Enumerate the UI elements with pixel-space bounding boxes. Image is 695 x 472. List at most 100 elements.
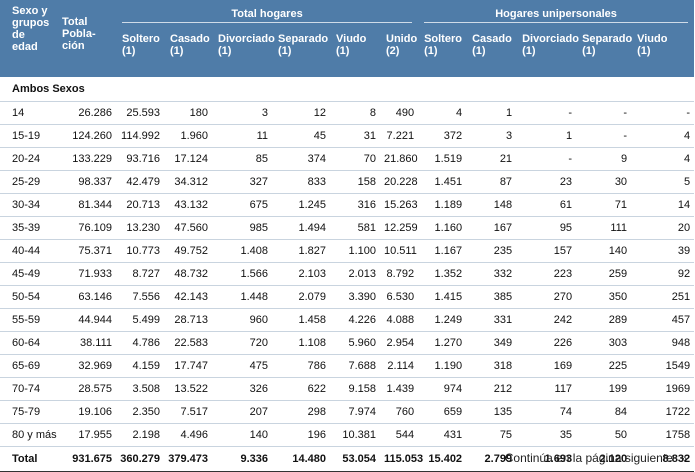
table-cell: 379.473 [164,446,212,472]
table-cell: 1.519 [418,147,467,171]
table-cell: 7.517 [164,400,212,424]
table-cell: 1.245 [272,193,330,217]
header-group-total-hogares: Total hogares [116,0,419,25]
table-cell: 2.350 [116,400,164,424]
table-cell: 1.160 [418,216,467,240]
table-cell: 44.944 [56,308,116,332]
table-cell: 111 [576,216,632,240]
table-cell: 259 [576,262,632,286]
double-chevron-right-icon: » [680,453,687,465]
table-cell: 1.451 [418,170,467,194]
table-cell: 4.496 [164,423,212,447]
table-cell: 93.716 [116,147,164,171]
row-label: 50-54 [0,285,56,309]
table-cell: 12.259 [380,216,419,240]
table-cell: 169 [516,354,577,378]
table-cell: 475 [212,354,272,378]
table-cell: 1969 [631,377,695,401]
col-header-name: Casado [170,33,210,45]
col-header-note: (1) [170,45,184,57]
table-cell: 622 [272,377,330,401]
table-cell: 372 [418,124,467,148]
table-cell: 1.270 [418,331,467,355]
row-label: 30-34 [0,193,56,217]
table-cell: 225 [576,354,632,378]
table-cell: 1.108 [272,331,330,355]
table-cell: 2.114 [380,354,419,378]
group-underline-unipersonales [424,22,689,23]
table-cell: 2.013 [330,262,380,286]
table-cell: 22.583 [164,331,212,355]
table-cell: 15.402 [418,446,467,472]
table-cell: 7.221 [380,124,419,148]
table-cell: 21 [466,147,517,171]
table-cell: - [576,101,632,125]
table-cell: 318 [466,354,517,378]
table-cell: 28.713 [164,308,212,332]
table-cell: 98.337 [56,170,116,194]
table-cell: 17.747 [164,354,212,378]
table-row: 25-29 98.337 42.479 34.312 327 833 158 20.228 1.… [0,170,695,194]
table-cell: 1.960 [164,124,212,148]
table-row: 75-79 19.106 2.350 7.517 207 298 7.974 760 659 13… [0,400,695,424]
table-cell: 226 [516,331,577,355]
table-cell: 10.773 [116,239,164,263]
hogares-col-header: Separado (1) [272,25,330,77]
col-header-name: Soltero [122,33,160,45]
col-header-name: Viudo [637,33,668,45]
header-total-population-text: Total Pobla-ción [62,16,96,52]
table-cell: 931.675 [56,446,116,472]
table-cell: 76.109 [56,216,116,240]
table-cell: 11 [212,124,272,148]
table-cell: 5.960 [330,331,380,355]
row-label: 70-74 [0,377,56,401]
table-cell: 7.974 [330,400,380,424]
table-row: 55-59 44.944 5.499 28.713 960 1.458 4.226 4.088… [0,308,695,332]
row-label: 75-79 [0,400,56,424]
table-cell: 289 [576,308,632,332]
table-cell: 17.124 [164,147,212,171]
table-cell: 2.198 [116,423,164,447]
col-header-note: (1) [278,45,292,57]
table-cell: 115.053 [380,446,423,472]
table-cell: 32.969 [56,354,116,378]
table-cell: 720 [212,331,272,355]
table-cell: - [516,147,577,171]
table-cell: 53.054 [330,446,380,472]
table-cell: 43.132 [164,193,212,217]
table-cell: 157 [516,239,577,263]
table-cell: 133.229 [56,147,116,171]
table-row: 30-34 81.344 20.713 43.132 675 1.245 316 15.263… [0,193,695,217]
table-cell: 327 [212,170,272,194]
table-cell: 17.955 [56,423,116,447]
hogares-col-header: Unido (2) [380,25,419,77]
table-cell: 148 [466,193,517,217]
table-cell: 34.312 [164,170,212,194]
col-header-note: (1) [218,45,232,57]
table-cell: 21.860 [380,147,419,171]
table-cell: 38.111 [56,331,116,355]
table-cell: 4.786 [116,331,164,355]
table-cell: 20.228 [380,170,419,194]
table-cell: 30 [576,170,632,194]
table-cell: 490 [380,101,419,125]
table-cell: 75.371 [56,239,116,263]
table-cell: 786 [272,354,330,378]
subheader-row: Soltero (1) Casado (1) Divorciado (1) Separado… [0,25,695,77]
table-row: 14 26.286 25.593 180 3 12 8 490 4 1- - - [0,101,695,125]
table-cell: 75 [466,423,517,447]
table-cell: 332 [466,262,517,286]
table-cell: 140 [576,239,632,263]
table-cell: 63.146 [56,285,116,309]
table-cell: 19.106 [56,400,116,424]
table-cell: 85 [212,147,272,171]
table-cell: 1.167 [418,239,467,263]
table-cell: 61 [516,193,577,217]
table-cell: 985 [212,216,272,240]
table-row: 20-24 133.229 93.716 17.124 85 374 70 21.860 1.5… [0,147,695,171]
table-cell: 14.480 [272,446,330,472]
continue-text: Continúa en la página siguiente [504,451,673,465]
table-cell: 70 [330,147,380,171]
